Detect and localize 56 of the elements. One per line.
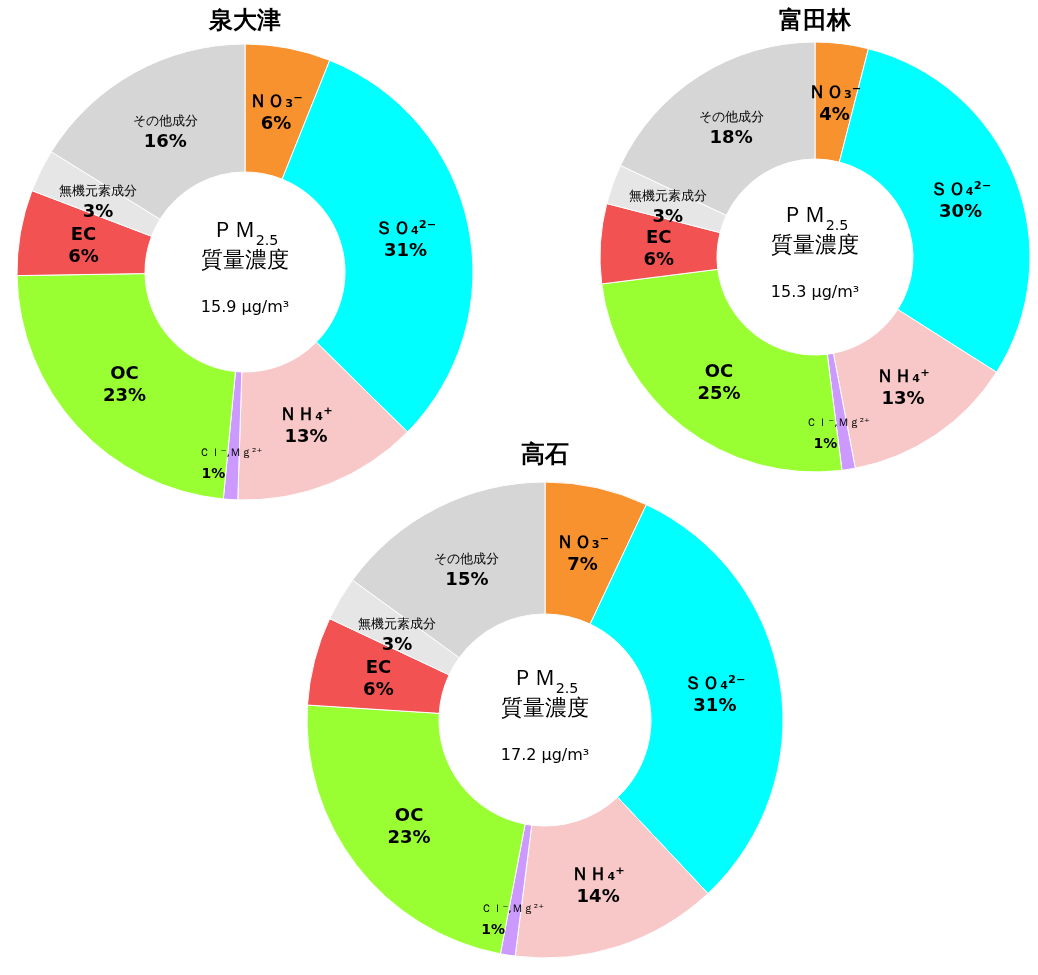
data-label: 1%	[481, 920, 506, 937]
slice-label: EC	[646, 226, 672, 248]
data-label: 14%	[576, 884, 620, 906]
data-label: 31%	[383, 239, 428, 261]
slice-label: OC	[110, 362, 139, 384]
slice-label: ＳＯ₄²⁻	[684, 672, 746, 694]
chart-title: 高石	[521, 440, 569, 468]
chart-title: 泉大津	[208, 6, 281, 34]
data-label: 23%	[387, 826, 431, 848]
slice-label: ＮＨ₄⁺	[571, 862, 625, 884]
slice-label: ＮＨ₄⁺	[279, 403, 333, 425]
data-label: 6%	[68, 244, 99, 266]
data-label: 6%	[643, 248, 675, 270]
slice-label: EC	[70, 222, 97, 244]
data-label: 23%	[102, 384, 147, 406]
data-label: 1%	[813, 434, 838, 451]
slice-label: ＮＨ₄⁺	[876, 365, 930, 387]
data-label: 6%	[363, 678, 394, 700]
chart-title: 富田林	[779, 6, 852, 34]
data-label: 3%	[381, 633, 413, 655]
text: ＰＭ$_{2.5}$	[211, 217, 279, 248]
data-label: 25%	[697, 381, 741, 403]
data-label: 15%	[445, 567, 489, 589]
data-label: 3%	[652, 204, 684, 226]
data-label: 30%	[938, 200, 983, 222]
data-label: 31%	[693, 694, 737, 716]
text: 質量濃度	[201, 247, 289, 272]
slice-label: ＳＯ₄²⁻	[374, 217, 437, 239]
slice-label: OC	[394, 804, 424, 826]
data-label: 1%	[201, 464, 226, 481]
slice-label: ＳＯ₄²⁻	[929, 178, 992, 200]
data-label: 3%	[82, 200, 114, 222]
slice-label: 無機元素成分	[59, 183, 138, 199]
slice-label: 無機元素成分	[357, 616, 436, 632]
data-label: 6%	[260, 111, 292, 133]
text: 質量濃度	[771, 232, 859, 257]
text: 17.2 μg/m³	[500, 745, 590, 764]
data-label: 13%	[881, 387, 925, 409]
slice-label: その他成分	[132, 112, 198, 128]
slice-label: ＮＯ₃⁻	[555, 531, 610, 553]
data-label: 18%	[709, 125, 753, 147]
text: ＰＭ$_{2.5}$	[511, 665, 579, 696]
data-label: 13%	[284, 425, 328, 447]
data-label: 16%	[143, 129, 187, 151]
text: 15.9 μg/m³	[200, 297, 290, 316]
slice-label: OC	[704, 359, 734, 381]
text: 15.3 μg/m³	[770, 282, 860, 301]
text: 質量濃度	[501, 695, 589, 720]
slice-label: 無機元素成分	[628, 187, 707, 203]
slice-label: その他成分	[434, 550, 500, 566]
text: ＰＭ$_{2.5}$	[781, 202, 849, 233]
slice-label: その他成分	[698, 108, 764, 124]
slice-label: ＮＯ₃⁻	[249, 89, 303, 111]
data-label: 7%	[567, 553, 598, 575]
slice-label: EC	[365, 656, 392, 678]
data-label: 4%	[819, 102, 850, 124]
